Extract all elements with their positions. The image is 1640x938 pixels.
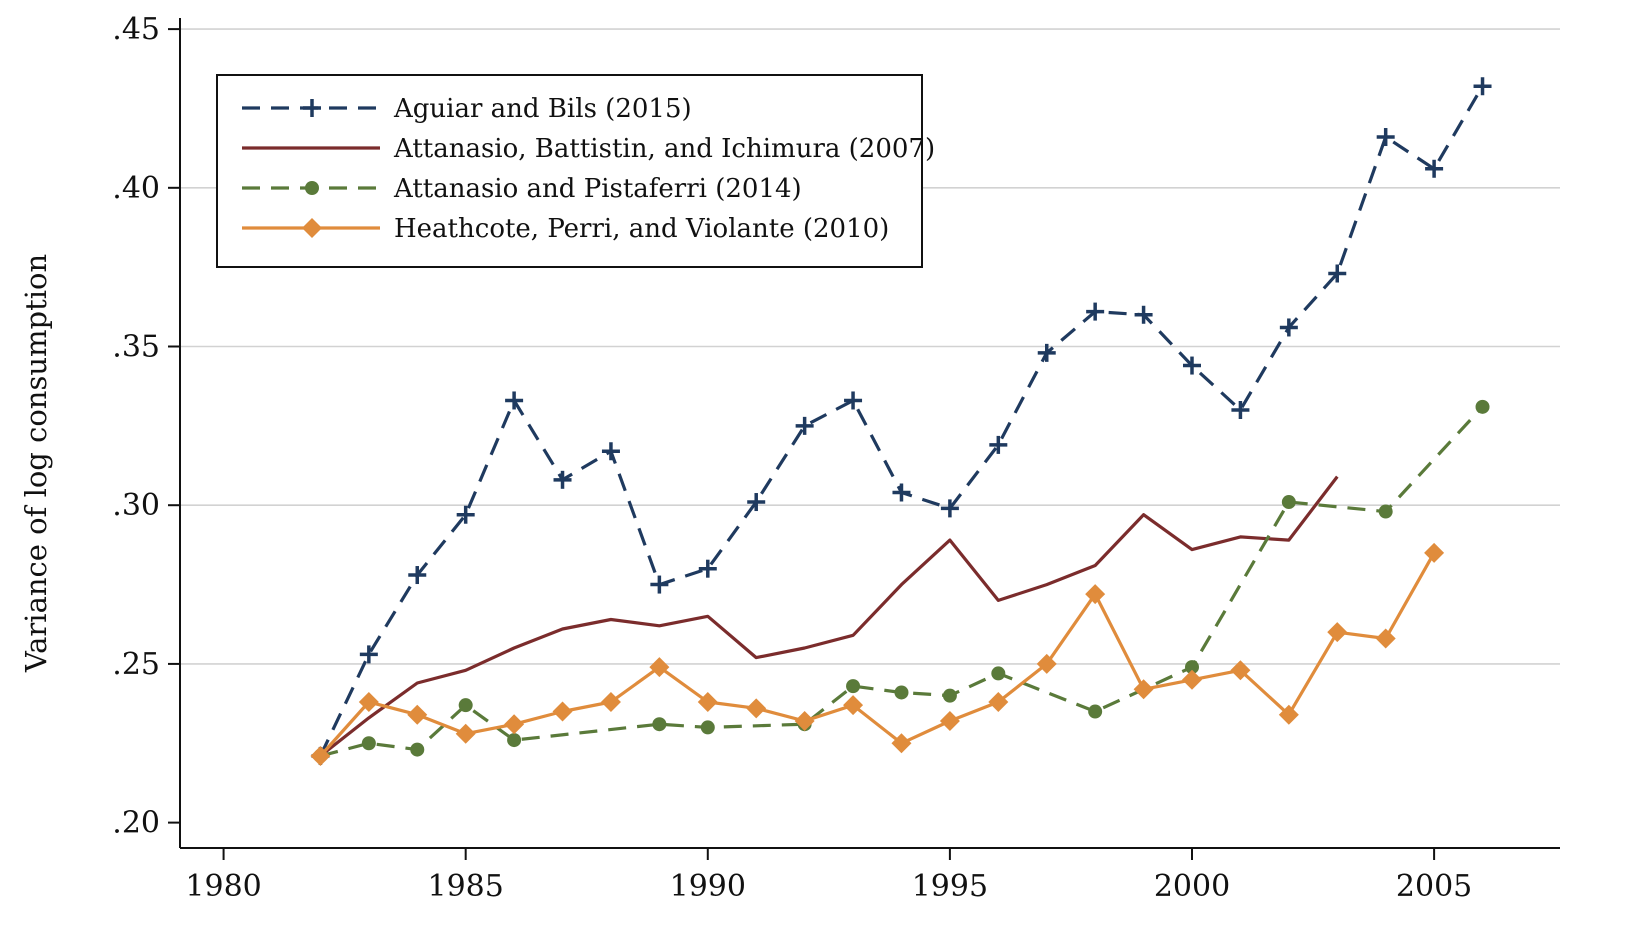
series-0-point-9 [747,493,766,512]
legend-label-2: Attanasio and Pistaferri (2014) [393,174,802,204]
series-0-point-17 [1134,305,1153,324]
series-3-point-2 [407,704,428,725]
axes: .20 .25 .30 .35 .40 .45 1980 1985 1990 1995 2000 20… [112,12,1560,904]
x-tick-label-2: 1990 [670,869,746,904]
y-axis-title: Variance of log consumption [19,254,53,673]
series-0-point-15 [1037,343,1056,362]
series-2-point-16 [1475,399,1490,414]
legend-label-1: Attanasio, Battistin, and Ichimura (2007… [393,134,935,164]
series-2-point-1 [361,736,376,751]
series-3-point-3 [455,723,476,744]
legend-entry-2: Attanasio and Pistaferri (2014) [242,174,802,204]
series-0-point-8 [698,559,717,578]
y-tick-label-3: .35 [112,330,160,365]
series-3-point-7 [649,657,670,678]
legend-entry-0: Aguiar and Bils (2015) [242,94,692,124]
series-2-point-5 [652,717,667,732]
legend-swatch-marker-3 [302,218,322,238]
legend-swatch-marker-0 [303,99,321,117]
series-3-point-16 [1085,584,1106,605]
series-0-point-16 [1086,302,1105,321]
series-2-point-9 [894,685,909,700]
series-3-point-4 [504,714,525,735]
series-3-point-1 [358,691,379,712]
legend-entry-1: Attanasio, Battistin, and Ichimura (2007… [242,134,935,164]
series-1 [319,475,1339,758]
series-0-point-22 [1376,128,1395,147]
series-0-point-18 [1183,356,1201,375]
x-tick-label-5: 2005 [1396,869,1472,904]
legend: Aguiar and Bils (2015) Attanasio, Battist… [216,74,935,268]
series-3-point-18 [1182,669,1202,690]
legend-label-0: Aguiar and Bils (2015) [393,94,692,124]
series-2-point-15 [1378,504,1393,519]
series-3-point-13 [939,711,960,732]
series-0-point-19 [1231,400,1250,419]
series-2-point-14 [1281,495,1296,510]
series-3 [310,542,1445,766]
series-0-point-13 [940,499,959,518]
y-tick-label-5: .45 [112,12,160,47]
series-3-point-15 [1036,653,1057,674]
series-0-point-24 [1473,77,1492,96]
x-tick-label-4: 2000 [1154,869,1230,904]
legend-label-3: Heathcote, Perri, and Violante (2010) [394,214,889,244]
x-tick-label-0: 1980 [185,869,261,904]
series-0-point-6 [601,442,620,461]
series-2-point-4 [507,733,522,748]
series-line-2 [319,405,1484,758]
series-2-point-8 [846,679,861,694]
series-2-point-2 [410,742,425,757]
series-0-point-21 [1328,264,1347,283]
series-3-point-6 [600,691,621,712]
series-3-point-22 [1375,628,1396,649]
y-tick-label-0: .20 [112,806,160,841]
series-2-point-6 [700,720,715,735]
series-3-point-5 [552,701,573,722]
series-0-point-20 [1279,318,1298,337]
series-0-point-5 [553,470,572,489]
series-2-point-11 [991,666,1006,681]
series-0-point-23 [1425,159,1444,178]
legend-entry-3: Heathcote, Perri, and Violante (2010) [242,214,889,244]
series-3-point-20 [1278,704,1299,725]
series-2 [313,399,1490,763]
x-tick-label-1: 1985 [428,869,504,904]
series-2-point-3 [458,698,473,713]
series-2-point-13 [1185,660,1199,675]
series-0-point-14 [989,435,1008,454]
series-0-point-1 [359,645,378,664]
y-tick-label-4: .40 [112,171,160,206]
series-3-point-8 [697,691,718,712]
series-0-point-12 [892,483,911,502]
series-0-point-7 [650,575,669,594]
series-3-point-21 [1327,622,1348,643]
y-tick-label-1: .25 [112,647,160,682]
series-3-point-19 [1230,660,1251,681]
series-3-point-11 [843,695,864,716]
series-layer [310,77,1492,766]
series-3-point-14 [988,691,1009,712]
series-line-1 [319,475,1339,758]
series-3-point-17 [1133,679,1154,700]
series-3-point-9 [746,698,767,719]
x-tick-label-3: 1995 [912,869,988,904]
series-0-point-4 [505,391,524,410]
series-0-point-11 [844,391,863,410]
y-tick-label-2: .30 [112,488,160,523]
series-3-point-12 [891,733,912,754]
legend-swatch-marker-2 [305,181,319,195]
series-2-point-10 [942,688,957,703]
series-3-point-10 [794,711,815,732]
series-0-point-10 [795,416,814,435]
series-0-point-2 [408,566,427,585]
series-3-point-23 [1424,542,1445,563]
series-0-point-3 [456,505,475,524]
series-2-point-12 [1088,704,1103,719]
series-3-point-0 [310,745,331,766]
